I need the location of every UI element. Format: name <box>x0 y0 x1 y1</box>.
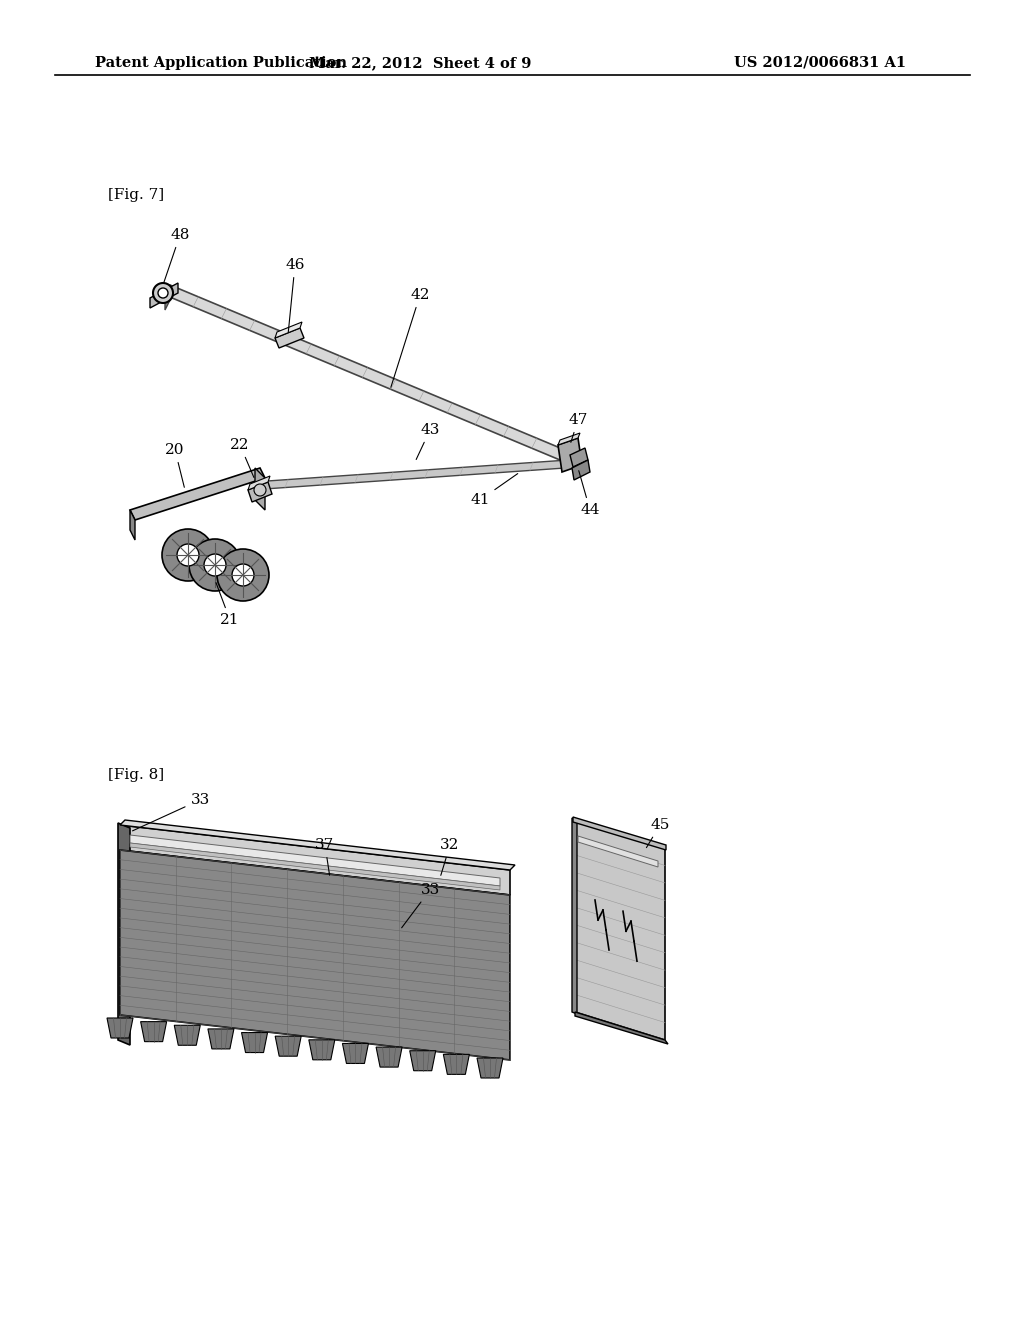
Ellipse shape <box>189 539 241 591</box>
Polygon shape <box>130 510 135 540</box>
Polygon shape <box>165 285 565 459</box>
Text: Patent Application Publication: Patent Application Publication <box>95 55 347 70</box>
Polygon shape <box>120 850 510 1060</box>
Ellipse shape <box>204 554 226 576</box>
Polygon shape <box>275 327 304 348</box>
Polygon shape <box>118 822 130 1045</box>
Text: 41: 41 <box>470 474 518 507</box>
Polygon shape <box>120 825 510 895</box>
Text: 48: 48 <box>164 228 189 282</box>
Polygon shape <box>242 1032 267 1052</box>
Circle shape <box>158 288 168 298</box>
Polygon shape <box>248 482 272 502</box>
Ellipse shape <box>217 549 269 601</box>
Polygon shape <box>572 818 577 1014</box>
Polygon shape <box>275 1036 301 1056</box>
Polygon shape <box>558 438 582 473</box>
Polygon shape <box>570 447 588 467</box>
Polygon shape <box>477 1059 503 1078</box>
Text: 45: 45 <box>646 818 670 847</box>
Text: 20: 20 <box>165 444 184 487</box>
Polygon shape <box>410 1051 436 1071</box>
Polygon shape <box>120 820 515 870</box>
Text: US 2012/0066831 A1: US 2012/0066831 A1 <box>734 55 906 70</box>
Polygon shape <box>150 282 178 308</box>
Ellipse shape <box>232 564 254 586</box>
Polygon shape <box>130 836 500 886</box>
Polygon shape <box>309 1040 335 1060</box>
Polygon shape <box>572 459 590 480</box>
Polygon shape <box>275 322 302 338</box>
Polygon shape <box>573 817 666 850</box>
Polygon shape <box>255 469 265 510</box>
Text: 37: 37 <box>315 838 335 875</box>
Text: 44: 44 <box>579 471 600 517</box>
Text: 47: 47 <box>568 413 588 442</box>
Text: 33: 33 <box>132 793 210 830</box>
Polygon shape <box>250 459 568 490</box>
Polygon shape <box>130 843 500 890</box>
Polygon shape <box>208 1028 233 1049</box>
Text: [Fig. 8]: [Fig. 8] <box>108 768 164 781</box>
Text: 46: 46 <box>286 257 305 333</box>
Text: 32: 32 <box>440 838 460 875</box>
Polygon shape <box>376 1047 402 1067</box>
Polygon shape <box>130 469 265 520</box>
Polygon shape <box>342 1043 369 1064</box>
Ellipse shape <box>177 544 199 566</box>
Polygon shape <box>443 1055 469 1074</box>
Text: 43: 43 <box>416 422 439 459</box>
Circle shape <box>153 282 173 304</box>
Text: 22: 22 <box>230 438 254 478</box>
Text: [Fig. 7]: [Fig. 7] <box>108 187 164 202</box>
Text: 21: 21 <box>216 582 240 627</box>
Ellipse shape <box>162 529 214 581</box>
Polygon shape <box>575 1012 668 1044</box>
Polygon shape <box>248 477 270 490</box>
Polygon shape <box>174 1026 201 1045</box>
Polygon shape <box>578 836 658 867</box>
Text: Mar. 22, 2012  Sheet 4 of 9: Mar. 22, 2012 Sheet 4 of 9 <box>309 55 531 70</box>
Circle shape <box>254 484 266 496</box>
Text: 42: 42 <box>391 288 430 387</box>
Polygon shape <box>165 285 170 310</box>
Polygon shape <box>140 1022 167 1041</box>
Polygon shape <box>575 820 665 1040</box>
Polygon shape <box>106 1018 133 1038</box>
Polygon shape <box>558 433 580 445</box>
Text: 33: 33 <box>401 883 439 928</box>
